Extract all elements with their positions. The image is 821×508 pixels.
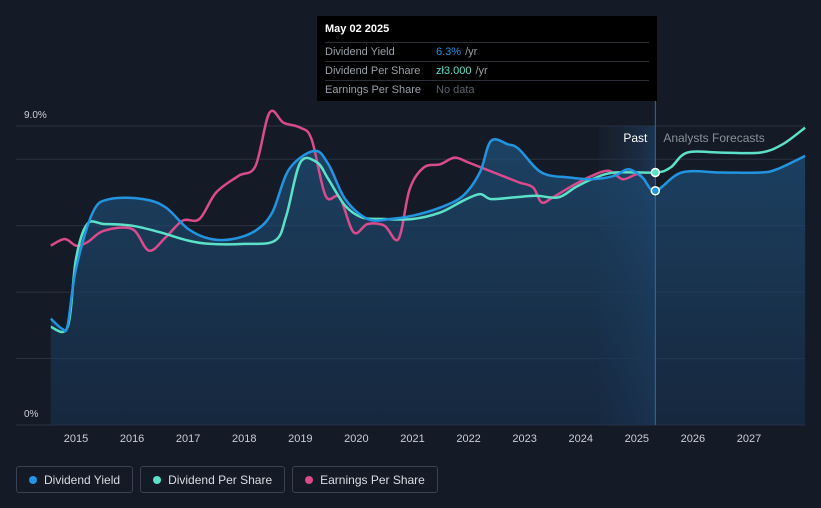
tooltip-unit: /yr <box>465 46 478 58</box>
series-line-yield <box>49 138 806 333</box>
tooltip-row-dividend-per-share: Dividend Per Share zł3.000 /yr <box>325 61 649 80</box>
series-line-eps <box>50 109 644 252</box>
x-tick-label: 2020 <box>344 433 368 445</box>
x-tick-label: 2017 <box>176 433 200 445</box>
x-tick-label: 2023 <box>512 433 536 445</box>
marker-yield <box>650 186 661 196</box>
x-tick-label: 2016 <box>120 433 144 445</box>
legend-item-dividend-yield[interactable]: Dividend Yield <box>16 466 134 493</box>
legend-item-earnings-per-share[interactable]: Earnings Per Share <box>292 466 438 493</box>
legend-label: Dividend Yield <box>44 472 121 487</box>
x-tick-label: 2018 <box>232 433 256 445</box>
tooltip-value: zł3.000 <box>436 65 472 77</box>
tooltip-unit: /yr <box>475 65 488 77</box>
x-tick-label: 2024 <box>569 433 593 445</box>
tooltip-label: Dividend Per Share <box>325 65 421 77</box>
tooltip-label: Earnings Per Share <box>325 84 421 96</box>
x-tick-label: 2015 <box>64 433 88 445</box>
legend-dot-icon <box>153 475 162 484</box>
tooltip-markers <box>650 167 661 196</box>
tooltip-row-earnings-per-share: Earnings Per Share No data <box>325 80 649 99</box>
x-axis-ticks: 2015 2016 2017 2018 2019 2020 2021 2022 2023 2024… <box>64 433 761 445</box>
marker-dps <box>650 167 661 178</box>
x-tick-label: 2025 <box>625 433 649 445</box>
legend: Dividend Yield Dividend Per Share Earnin… <box>16 466 438 493</box>
x-tick-label: 2026 <box>681 433 705 445</box>
legend-item-dividend-per-share[interactable]: Dividend Per Share <box>140 466 286 493</box>
tooltip-value: 6.3% <box>436 46 462 58</box>
x-tick-label: 2022 <box>456 433 480 445</box>
dividend-yield-area <box>50 139 806 426</box>
x-tick-label: 2019 <box>288 433 312 445</box>
y-axis-max-label: 9.0% <box>24 110 47 121</box>
tooltip-date: May 02 2025 <box>325 23 390 35</box>
x-tick-label: 2027 <box>737 433 761 445</box>
tooltip-row-dividend-yield: Dividend Yield 6.3% /yr <box>325 42 649 61</box>
tooltip: May 02 2025 Dividend Yield 6.3% /yr Divi… <box>317 16 657 101</box>
past-label: Past <box>623 131 648 145</box>
legend-dot-icon <box>305 475 314 484</box>
tooltip-value: No data <box>436 84 475 96</box>
x-tick-label: 2021 <box>400 433 424 445</box>
forecast-label: Analysts Forecasts <box>663 131 764 145</box>
legend-label: Dividend Per Share <box>168 472 273 487</box>
legend-label: Earnings Per Share <box>320 472 425 487</box>
legend-dot-icon <box>29 475 37 484</box>
tooltip-label: Dividend Yield <box>325 46 395 58</box>
y-axis-min-label: 0% <box>24 409 39 420</box>
